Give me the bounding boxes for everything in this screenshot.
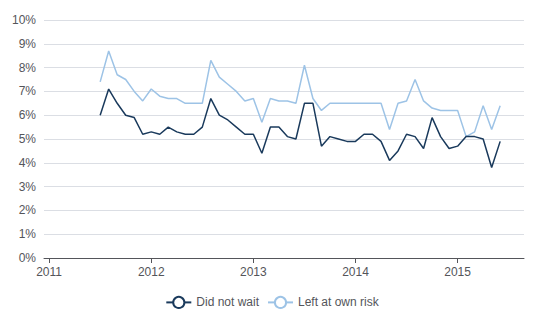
- svg-text:7%: 7%: [19, 84, 37, 98]
- svg-text:2%: 2%: [19, 203, 37, 217]
- svg-text:2012: 2012: [138, 265, 165, 279]
- svg-text:8%: 8%: [19, 61, 37, 75]
- svg-text:4%: 4%: [19, 156, 37, 170]
- svg-text:Did not wait: Did not wait: [196, 295, 259, 309]
- svg-text:2015: 2015: [444, 265, 471, 279]
- svg-text:9%: 9%: [19, 37, 37, 51]
- svg-text:5%: 5%: [19, 132, 37, 146]
- svg-text:2011: 2011: [36, 265, 62, 279]
- svg-text:10%: 10%: [12, 13, 36, 27]
- svg-text:0%: 0%: [19, 251, 37, 265]
- svg-text:2014: 2014: [342, 265, 369, 279]
- svg-text:Left at own risk: Left at own risk: [298, 295, 380, 309]
- svg-text:3%: 3%: [19, 180, 37, 194]
- svg-text:2013: 2013: [240, 265, 267, 279]
- svg-text:1%: 1%: [19, 227, 37, 241]
- svg-text:6%: 6%: [19, 108, 37, 122]
